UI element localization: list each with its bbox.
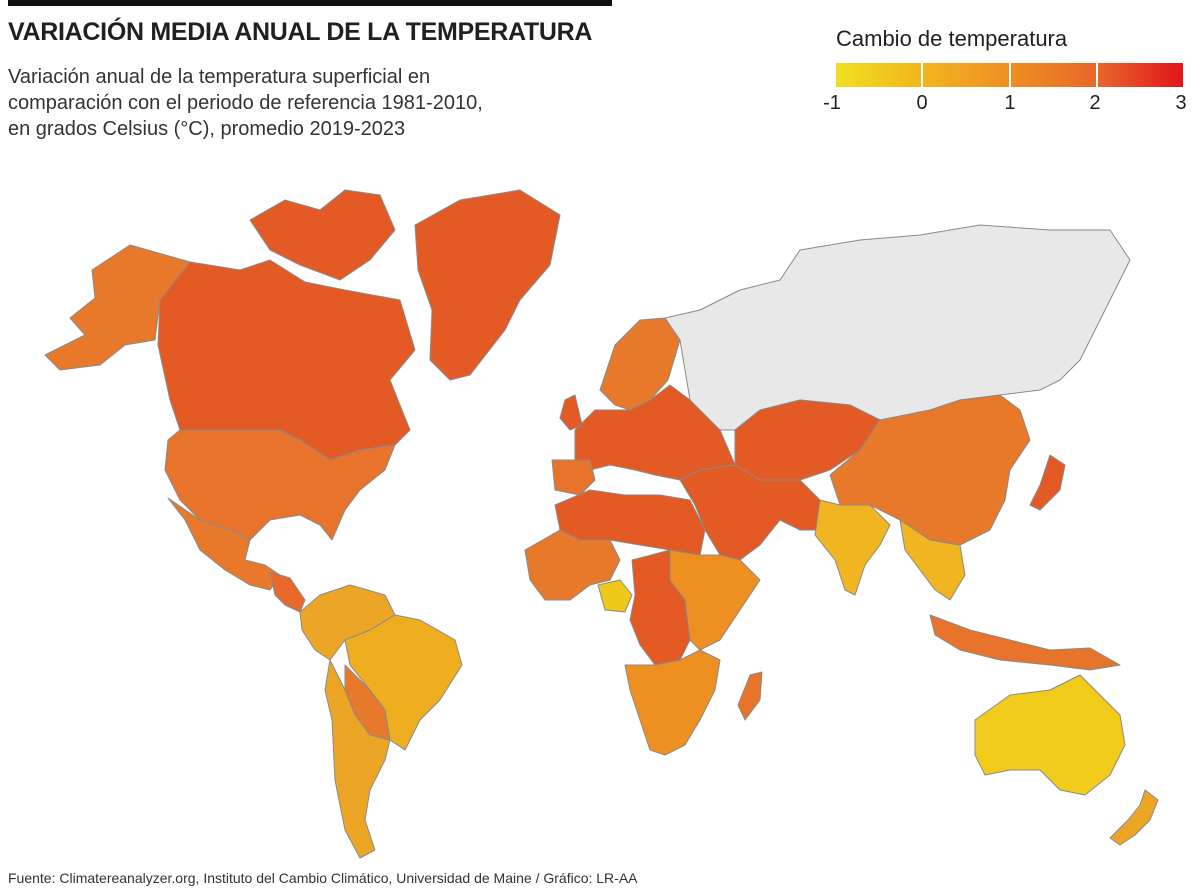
subtitle-line-3: en grados Celsius (°C), promedio 2019-20…: [8, 118, 406, 140]
region-madagascar: [737, 671, 763, 721]
region-usa: [164, 429, 396, 541]
legend-tick-label: 0: [916, 92, 928, 114]
legend-color-scale: [836, 63, 1183, 87]
region-japan: [1029, 454, 1066, 511]
region-australia: [974, 674, 1126, 796]
region-middle-east: [679, 464, 841, 561]
legend-segment-2: [923, 63, 1011, 87]
region-europe-north: [599, 317, 681, 411]
source-note: Fuente: Climatereanalyzer.org, Instituto…: [8, 870, 638, 886]
legend-segment-4: [1097, 63, 1183, 87]
region-india: [814, 499, 891, 596]
region-southern-africa: [624, 649, 721, 756]
region-argentina-chile: [324, 659, 391, 859]
subtitle-line-1: Variación anual de la temperatura superf…: [8, 66, 431, 88]
legend-tick-label: 3: [1175, 92, 1187, 114]
region-nigeria: [597, 579, 633, 613]
legend-tick-label: 2: [1089, 92, 1101, 114]
chart-title: VARIACIÓN MEDIA ANUAL DE LA TEMPERATURA: [8, 18, 593, 46]
region-russia: [664, 224, 1131, 431]
region-iberia: [551, 459, 596, 496]
region-southeast-asia: [899, 519, 966, 601]
chart-subtitle: Variación anual de la temperatura superf…: [8, 64, 608, 142]
legend-tick-label: 1: [1004, 92, 1016, 114]
legend-title: Cambio de temperatura: [836, 26, 1068, 51]
region-new-zealand: [1109, 789, 1159, 846]
region-greenland: [414, 189, 561, 381]
region-uk: [559, 394, 583, 431]
region-east-africa: [669, 549, 761, 651]
subtitle-line-2: comparación con el periodo de referencia…: [8, 92, 483, 114]
legend-segment-1: [836, 63, 924, 87]
world-choropleth-map: [44, 189, 1159, 859]
legend-segment-3: [1010, 63, 1098, 87]
region-west-africa: [524, 529, 621, 601]
region-central-america: [269, 571, 306, 613]
region-canada-arctic: [249, 189, 396, 281]
top-rule: [8, 0, 612, 6]
region-indonesia: [929, 614, 1121, 671]
legend-tick-label: -1: [823, 92, 841, 114]
legend-ticks: -1 0 1 2 3: [823, 92, 1187, 116]
